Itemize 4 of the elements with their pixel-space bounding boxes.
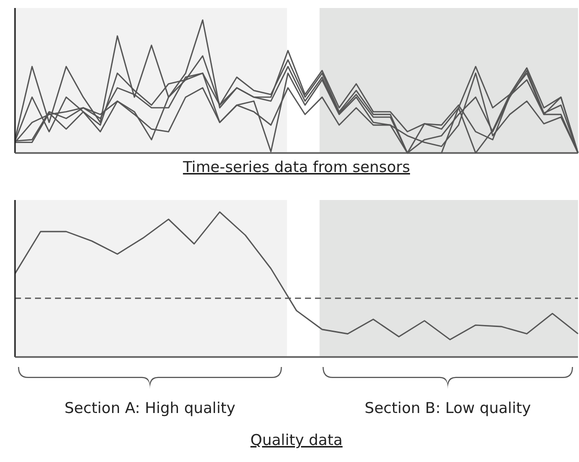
text: Quality data bbox=[250, 431, 343, 449]
text: Time-series data from sensors bbox=[182, 158, 410, 176]
text: Section A: High quality bbox=[64, 399, 236, 417]
text: Section B: Low quality bbox=[364, 399, 532, 417]
